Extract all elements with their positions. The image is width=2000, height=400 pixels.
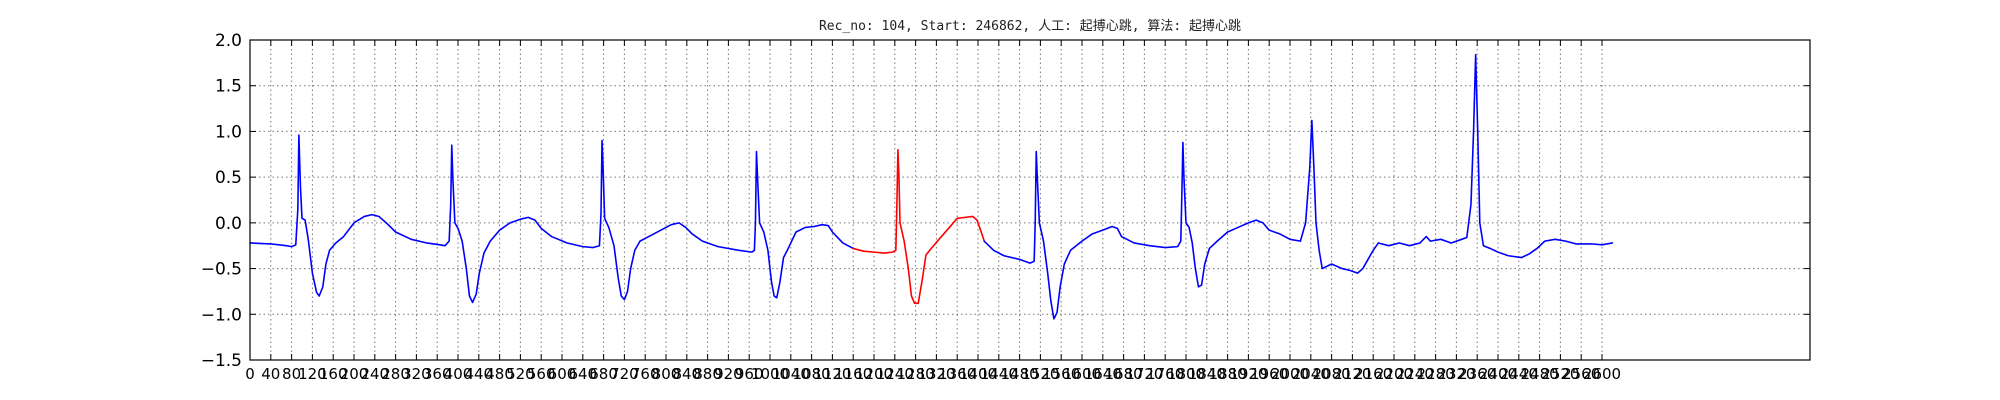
x-tick-label: 1320 — [917, 365, 955, 383]
ecg-series-line-1 — [249, 134, 855, 304]
x-tick-label: 1960 — [1250, 365, 1288, 383]
x-tick-label: 2360 — [1458, 365, 1496, 383]
x-tick-label: 40 — [261, 365, 280, 383]
x-tick-label: 280 — [381, 365, 410, 383]
x-tick-label: 1400 — [959, 365, 997, 383]
x-tick-label: 440 — [464, 365, 493, 383]
x-tick-label: 240 — [360, 365, 389, 383]
x-tick-label: 1040 — [772, 365, 810, 383]
x-tick-label: 1280 — [897, 365, 935, 383]
x-tick-label: 2120 — [1333, 365, 1371, 383]
x-tick-label: 2160 — [1354, 365, 1392, 383]
y-tick-label: −1.5 — [201, 351, 242, 371]
x-tick-label: 2280 — [1417, 365, 1455, 383]
x-tick-label: 2040 — [1292, 365, 1330, 383]
x-tick-label: 1840 — [1188, 365, 1226, 383]
y-tick-label: 1.0 — [215, 122, 242, 142]
plot-frame — [249, 39, 1811, 361]
x-tick-label: 80 — [282, 365, 301, 383]
x-tick-label: 880 — [693, 365, 722, 383]
x-tick-label: 680 — [589, 365, 618, 383]
x-tick-label: 600 — [548, 365, 577, 383]
x-tick-label: 760 — [631, 365, 660, 383]
x-tick-label: 1200 — [855, 365, 893, 383]
x-tick-label: 2480 — [1521, 365, 1559, 383]
x-tick-label: 560 — [527, 365, 556, 383]
x-tick-label: 320 — [402, 365, 431, 383]
x-tick-label: 840 — [672, 365, 701, 383]
x-tick-label: 1800 — [1167, 365, 1205, 383]
x-tick-label: 2080 — [1313, 365, 1351, 383]
y-tick-label: −1.0 — [201, 305, 242, 325]
x-tick-label: 480 — [485, 365, 514, 383]
x-tick-label: 2320 — [1437, 365, 1475, 383]
x-tick-label: 1240 — [876, 365, 914, 383]
x-tick-label: 2200 — [1375, 365, 1413, 383]
x-tick-label: 2000 — [1271, 365, 1309, 383]
x-tick-label: 1680 — [1105, 365, 1143, 383]
ecg-series-line-2 — [852, 148, 986, 305]
y-tick-label: 0.5 — [215, 168, 242, 188]
x-tick-label: 1560 — [1042, 365, 1080, 383]
ecg-series-line-3 — [983, 53, 1614, 320]
x-tick-label: 1720 — [1125, 365, 1163, 383]
x-tick-label: 360 — [423, 365, 452, 383]
y-tick-label: 2.0 — [215, 31, 242, 51]
x-tick-label: 1160 — [834, 365, 872, 383]
x-tick-label: 1080 — [793, 365, 831, 383]
x-tick-label: 2440 — [1500, 365, 1538, 383]
x-tick-label: 1120 — [813, 365, 851, 383]
tick-layer: 0 40 8012016020024028032036040044048052056… — [201, 31, 1810, 383]
x-tick-label: 400 — [444, 365, 473, 383]
x-tick-label: 1000 — [751, 365, 789, 383]
x-tick-label: 2600 — [1583, 365, 1621, 383]
x-tick-label: 120 — [298, 365, 327, 383]
x-tick-label: 2240 — [1396, 365, 1434, 383]
x-tick-label: 960 — [735, 365, 764, 383]
y-tick-label: 0.0 — [215, 214, 242, 234]
x-tick-label: 520 — [506, 365, 535, 383]
x-tick-label: 1760 — [1146, 365, 1184, 383]
x-tick-label: 2400 — [1479, 365, 1517, 383]
x-tick-label: 1440 — [980, 365, 1018, 383]
x-tick-label: 720 — [610, 365, 639, 383]
x-tick-label: 1600 — [1063, 365, 1101, 383]
x-tick-label: 160 — [319, 365, 348, 383]
x-tick-label: 920 — [714, 365, 743, 383]
x-tick-label: 1480 — [1001, 365, 1039, 383]
x-tick-label: 2560 — [1562, 365, 1600, 383]
x-tick-label: 1920 — [1229, 365, 1267, 383]
series-layer — [249, 53, 1614, 320]
x-tick-label: 1360 — [938, 365, 976, 383]
chart-title: Rec_no: 104, Start: 246862, 人工: 起搏心跳, 算法… — [819, 18, 1241, 34]
y-tick-label: −0.5 — [201, 260, 242, 280]
x-tick-label: 2520 — [1541, 365, 1579, 383]
y-tick-label: 1.5 — [215, 77, 242, 97]
x-tick-label: 0 — [245, 365, 255, 383]
x-tick-label: 800 — [652, 365, 681, 383]
x-tick-label: 1640 — [1084, 365, 1122, 383]
x-tick-label: 200 — [340, 365, 369, 383]
x-tick-label: 1880 — [1209, 365, 1247, 383]
x-tick-label: 1520 — [1021, 365, 1059, 383]
x-tick-label: 640 — [568, 365, 597, 383]
